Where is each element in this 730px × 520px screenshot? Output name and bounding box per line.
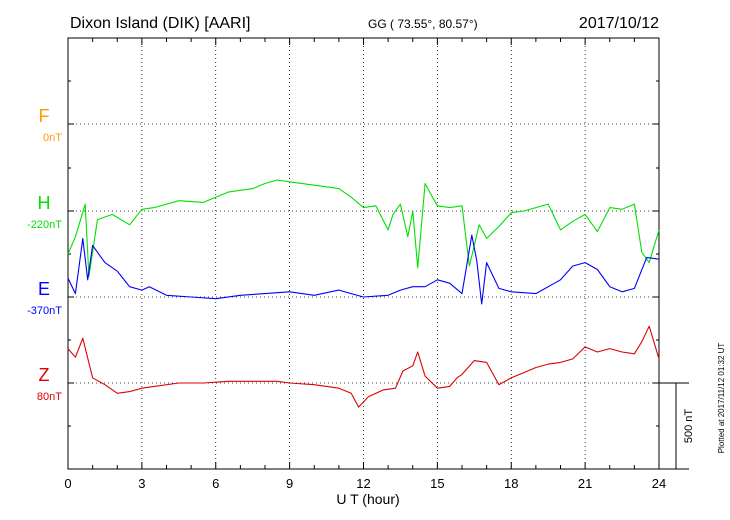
- series-name-label: Z: [39, 365, 50, 385]
- x-tick-label: 15: [430, 476, 444, 491]
- series-lines: [67, 179, 660, 408]
- series-baseline-label: -370nT: [27, 305, 62, 317]
- series-line-z: [67, 325, 660, 408]
- x-tick-label: 24: [652, 476, 666, 491]
- axis-ticks: [67, 38, 660, 469]
- series-name-label: F: [39, 106, 50, 126]
- station-title: Dixon Island (DIK) [AARI]: [70, 15, 251, 32]
- series-name-label: H: [38, 193, 51, 213]
- station-coordinates: GG ( 73.55°, 80.57°): [368, 17, 478, 31]
- series-baseline-label: 0nT: [43, 132, 62, 144]
- series-line-e: [67, 234, 660, 305]
- plotted-timestamp: Plotted at 2017/11/12 01:32 UT: [717, 343, 726, 454]
- x-tick-label: 9: [286, 476, 293, 491]
- x-tick-label: 3: [138, 476, 145, 491]
- scale-bar-label: 500 nT: [683, 409, 695, 444]
- series-baseline-label: 80nT: [37, 391, 62, 403]
- series-labels: F 0nT H -220nT E -370nT Z 80nT: [27, 106, 62, 403]
- x-tick-labels: 0 3 6 9 12 15 18 21 24: [64, 476, 666, 491]
- date-label: 2017/10/12: [579, 15, 659, 32]
- scale-bar: 500 nT: [654, 382, 695, 470]
- grid-lines: [68, 38, 659, 469]
- x-tick-label: 18: [504, 476, 518, 491]
- x-tick-label: 0: [64, 476, 71, 491]
- x-tick-label: 6: [212, 476, 219, 491]
- series-name-label: E: [38, 279, 50, 299]
- series-baseline-label: -220nT: [27, 219, 62, 231]
- x-tick-label: 12: [356, 476, 370, 491]
- x-axis-label: U T (hour): [336, 491, 399, 507]
- x-tick-label: 21: [578, 476, 592, 491]
- series-line-h: [67, 179, 660, 277]
